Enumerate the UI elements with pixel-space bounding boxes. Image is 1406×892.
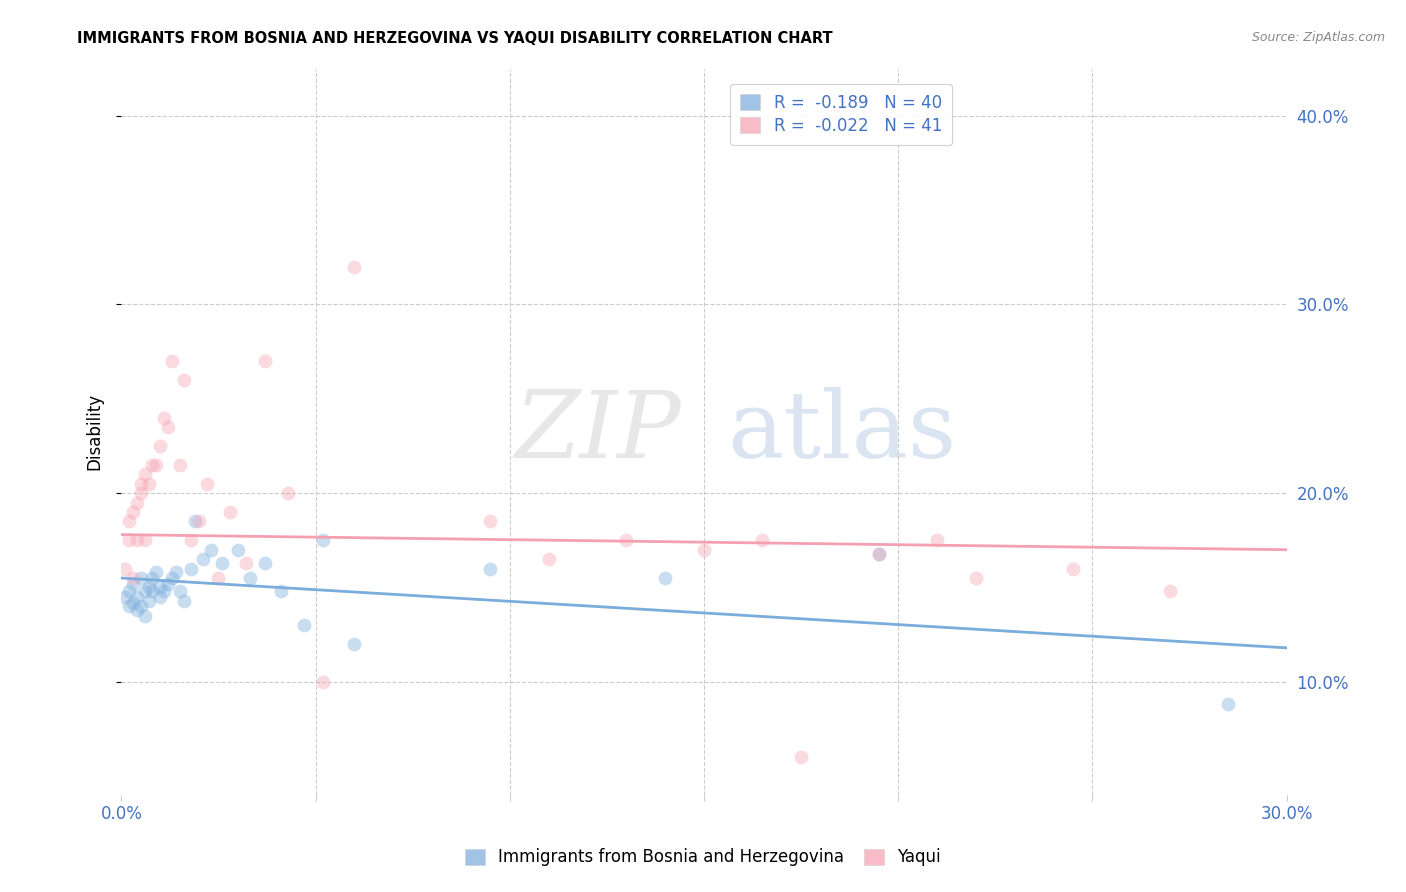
Point — [118, 599, 141, 614]
Text: IMMIGRANTS FROM BOSNIA AND HERZEGOVINA VS YAQUI DISABILITY CORRELATION CHART: IMMIGRANTS FROM BOSNIA AND HERZEGOVINA V… — [77, 31, 832, 46]
Point — [479, 515, 502, 529]
Point — [134, 467, 156, 482]
Point — [343, 637, 366, 651]
Point — [149, 590, 172, 604]
Point — [254, 354, 277, 368]
Legend: Immigrants from Bosnia and Herzegovina, Yaqui: Immigrants from Bosnia and Herzegovina, … — [457, 840, 949, 875]
Point — [129, 571, 152, 585]
Point — [693, 542, 716, 557]
Point — [1062, 561, 1084, 575]
Point — [270, 584, 292, 599]
Point — [114, 561, 136, 575]
Point — [226, 542, 249, 557]
Point — [156, 576, 179, 591]
Point — [195, 476, 218, 491]
Point — [122, 576, 145, 591]
Point — [141, 584, 163, 599]
Point — [134, 608, 156, 623]
Point — [180, 533, 202, 548]
Point — [169, 584, 191, 599]
Point — [138, 593, 160, 607]
Point — [125, 495, 148, 509]
Text: atlas: atlas — [727, 387, 956, 477]
Point — [200, 542, 222, 557]
Point — [343, 260, 366, 274]
Point — [238, 571, 260, 585]
Point — [122, 505, 145, 519]
Point — [254, 556, 277, 570]
Point — [122, 571, 145, 585]
Point — [129, 476, 152, 491]
Point — [134, 584, 156, 599]
Point — [277, 486, 299, 500]
Point — [129, 599, 152, 614]
Point — [129, 486, 152, 500]
Point — [868, 547, 890, 561]
Point — [173, 373, 195, 387]
Point — [145, 458, 167, 472]
Point — [160, 571, 183, 585]
Point — [211, 556, 233, 570]
Point — [138, 581, 160, 595]
Point — [149, 581, 172, 595]
Point — [118, 533, 141, 548]
Point — [235, 556, 257, 570]
Point — [160, 354, 183, 368]
Point — [312, 533, 335, 548]
Point — [138, 476, 160, 491]
Point — [868, 547, 890, 561]
Point — [312, 674, 335, 689]
Point — [537, 552, 560, 566]
Point — [292, 618, 315, 632]
Point — [207, 571, 229, 585]
Point — [188, 515, 211, 529]
Y-axis label: Disability: Disability — [86, 393, 103, 470]
Point — [180, 561, 202, 575]
Legend: R =  -0.189   N = 40, R =  -0.022   N = 41: R = -0.189 N = 40, R = -0.022 N = 41 — [730, 84, 952, 145]
Point — [751, 533, 773, 548]
Point — [790, 750, 813, 764]
Text: ZIP: ZIP — [515, 387, 681, 477]
Text: Source: ZipAtlas.com: Source: ZipAtlas.com — [1251, 31, 1385, 45]
Point — [134, 533, 156, 548]
Point — [614, 533, 637, 548]
Point — [156, 420, 179, 434]
Point — [153, 410, 176, 425]
Point — [479, 561, 502, 575]
Point — [145, 566, 167, 580]
Point — [1218, 698, 1240, 712]
Point — [125, 603, 148, 617]
Point — [122, 596, 145, 610]
Point — [165, 566, 187, 580]
Point — [654, 571, 676, 585]
Point — [118, 584, 141, 599]
Point — [141, 571, 163, 585]
Point — [184, 515, 207, 529]
Point — [191, 552, 214, 566]
Point — [125, 533, 148, 548]
Point — [141, 458, 163, 472]
Point — [219, 505, 242, 519]
Point — [125, 590, 148, 604]
Point — [149, 439, 172, 453]
Point — [118, 515, 141, 529]
Point — [965, 571, 987, 585]
Point — [925, 533, 948, 548]
Point — [153, 584, 176, 599]
Point — [173, 593, 195, 607]
Point — [1159, 584, 1181, 599]
Point — [114, 590, 136, 604]
Point — [169, 458, 191, 472]
